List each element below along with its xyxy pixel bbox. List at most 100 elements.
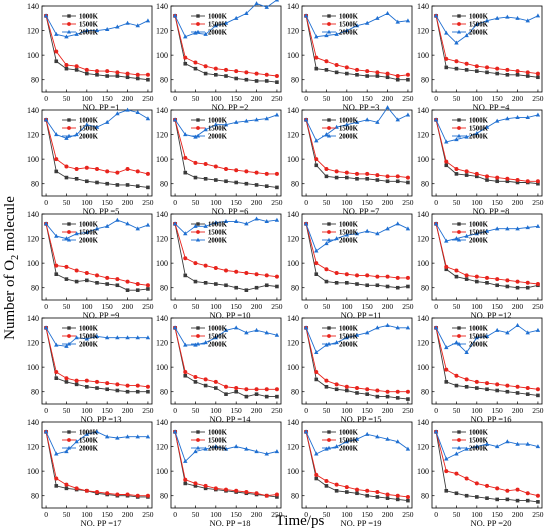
data-point-1500k xyxy=(135,282,140,287)
data-point-1000k xyxy=(314,272,319,276)
data-point-1500k xyxy=(145,283,150,288)
data-point-2000k xyxy=(515,15,520,20)
data-point-1500k xyxy=(405,494,410,499)
data-point-1500k xyxy=(254,491,259,496)
legend-label-2000k: 2000K xyxy=(208,30,228,37)
y-tick-label: 80 xyxy=(160,388,168,397)
legend-label-1500k: 1500K xyxy=(469,438,489,445)
data-point-1000k xyxy=(505,389,510,394)
data-point-1000k xyxy=(536,181,540,186)
legend-label-2000k: 2000K xyxy=(469,134,489,141)
x-tick-label: 100 xyxy=(81,198,93,207)
data-point-1000k xyxy=(444,489,449,493)
data-point-1500k xyxy=(395,74,400,79)
data-point-1000k xyxy=(135,76,140,81)
data-point-1500k xyxy=(334,382,339,387)
data-point-2000k xyxy=(104,26,110,31)
data-point-1000k xyxy=(54,376,59,380)
plot-frame xyxy=(301,5,413,93)
data-point-2000k xyxy=(474,130,480,135)
legend-label-1500k: 1500K xyxy=(79,334,99,341)
x-tick-label: 200 xyxy=(251,198,263,207)
data-point-2000k xyxy=(324,342,329,347)
data-point-1000k xyxy=(74,68,79,72)
data-point-1500k xyxy=(193,60,198,65)
data-point-1500k xyxy=(405,72,410,77)
data-point-1000k xyxy=(525,285,530,290)
data-point-1000k xyxy=(203,177,208,181)
data-point-1000k xyxy=(464,277,469,281)
data-point-1500k xyxy=(365,488,370,493)
x-tick-label: 100 xyxy=(81,94,93,103)
data-point-1000k xyxy=(314,163,319,168)
legend-label-1500k: 1500K xyxy=(339,22,359,29)
y-tick-label: 140 xyxy=(287,210,299,219)
data-point-2000k xyxy=(474,231,480,236)
x-tick-label: 100 xyxy=(341,198,353,207)
data-point-1500k xyxy=(125,166,130,171)
data-point-2000k xyxy=(375,434,380,439)
data-point-1500k xyxy=(314,157,319,162)
y-tick-label: 120 xyxy=(417,442,429,451)
data-point-2000k xyxy=(54,132,59,137)
panel-label: NO. PP =12 xyxy=(470,310,511,320)
x-tick-label: 50 xyxy=(323,94,331,103)
legend-label-1500k: 1500K xyxy=(339,230,359,237)
x-tick-label: 100 xyxy=(81,302,93,311)
panel-label: NO. PP =15 xyxy=(340,414,381,424)
data-point-2000k xyxy=(74,132,79,137)
legend-marker-1500k xyxy=(457,334,461,338)
y-tick-label: 140 xyxy=(287,418,299,427)
y-tick-label: 120 xyxy=(287,26,299,35)
data-point-1500k xyxy=(274,74,279,79)
legend-marker-1500k xyxy=(67,334,71,338)
chart-panel-5: 80 100 120 140 0 50 100 150 200 250 1000K1500K2000… xyxy=(27,106,154,216)
data-point-1000k xyxy=(203,383,208,388)
data-point-1000k xyxy=(244,288,249,292)
data-point-1000k xyxy=(505,179,510,184)
data-point-1000k xyxy=(525,392,530,396)
data-point-2000k xyxy=(515,114,520,119)
data-point-2000k xyxy=(484,124,490,129)
y-tick-label: 80 xyxy=(160,76,168,85)
data-point-2000k xyxy=(454,236,459,241)
legend-marker-1500k xyxy=(327,230,331,234)
data-point-2000k xyxy=(125,434,130,439)
y-tick-label: 140 xyxy=(287,2,299,11)
data-point-2000k xyxy=(494,444,500,449)
data-point-2000k xyxy=(303,13,309,18)
x-tick-label: 100 xyxy=(471,198,483,207)
data-point-1500k xyxy=(193,374,198,379)
data-point-1000k xyxy=(324,385,329,389)
y-tick-label: 80 xyxy=(421,76,429,85)
plot-frame xyxy=(170,5,282,93)
y-tick-label: 100 xyxy=(417,363,429,372)
data-point-2000k xyxy=(74,335,79,340)
data-point-1500k xyxy=(74,378,79,383)
legend-label-1000k: 1000K xyxy=(469,14,489,21)
y-tick-label: 80 xyxy=(421,284,429,293)
data-point-1500k xyxy=(84,67,89,72)
data-point-2000k xyxy=(505,116,510,121)
data-point-1000k xyxy=(95,180,99,185)
data-point-1000k xyxy=(183,373,188,378)
legend-marker-2000k xyxy=(195,237,201,242)
data-point-2000k xyxy=(135,434,140,439)
legend-label-1500k: 1500K xyxy=(208,334,228,341)
data-point-2000k xyxy=(464,446,469,451)
y-tick-label: 120 xyxy=(156,234,168,243)
data-point-2000k xyxy=(395,439,400,444)
legend-marker-1000k xyxy=(196,14,200,18)
legend-marker-2000k xyxy=(195,29,201,34)
data-point-1500k xyxy=(535,387,540,392)
data-point-2000k xyxy=(264,218,269,223)
data-point-1000k xyxy=(324,68,329,72)
x-tick-label: 200 xyxy=(512,94,524,103)
data-point-1500k xyxy=(365,171,370,176)
chart-panel-9: 80 100 120 140 0 50 100 150 200 250 1000K1500K2000… xyxy=(27,210,154,320)
data-point-1000k xyxy=(203,486,208,491)
data-point-1000k xyxy=(475,279,479,284)
x-tick-label: 150 xyxy=(362,302,374,311)
data-point-2000k xyxy=(193,223,198,228)
x-tick-label: 100 xyxy=(471,94,483,103)
